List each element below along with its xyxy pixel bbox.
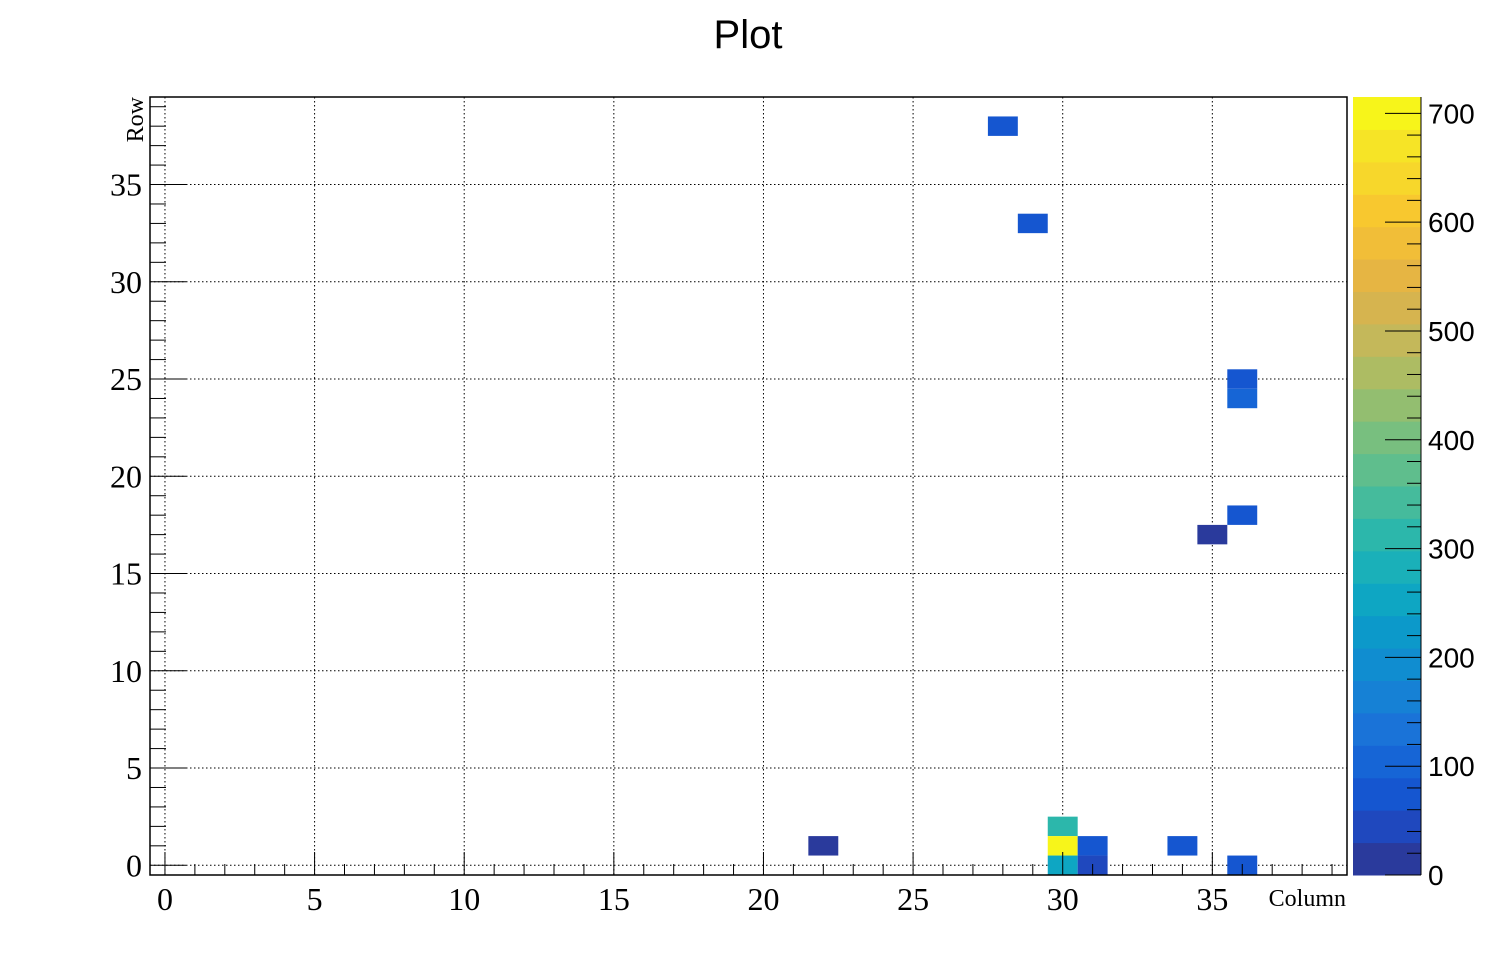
chart-title: Plot — [714, 13, 783, 57]
y-tick-label: 5 — [126, 750, 142, 786]
colorbar: 0 100 200 300 400 500 600 700 — [1353, 97, 1475, 891]
heatmap-cell — [1227, 369, 1258, 389]
x-tick-label: 0 — [157, 881, 173, 917]
colorbar-segment — [1353, 356, 1421, 390]
colorbar-segment — [1353, 291, 1421, 325]
x-tick-label: 15 — [598, 881, 630, 917]
colorbar-segment — [1353, 518, 1421, 552]
y-tick-label: 15 — [110, 556, 142, 592]
colorbar-segment — [1353, 777, 1421, 811]
colorbar-segment — [1353, 129, 1421, 163]
colorbar-segment — [1353, 323, 1421, 357]
x-tick-label: 35 — [1196, 881, 1228, 917]
heatmap-cell — [1227, 388, 1258, 409]
y-tick-label: 20 — [110, 458, 142, 494]
colorbar-segment — [1353, 680, 1421, 714]
heatmap-cell — [1167, 836, 1198, 856]
colorbar-segment — [1353, 550, 1421, 584]
x-tick-label: 30 — [1047, 881, 1079, 917]
heatmap-cell — [1197, 524, 1228, 545]
colorbar-segment — [1353, 421, 1421, 455]
plot-frame — [149, 96, 1348, 876]
colorbar-tick-label: 100 — [1428, 751, 1475, 782]
colorbar-segment — [1353, 810, 1421, 844]
y-axis-label: Row — [123, 96, 149, 142]
colorbar-segment — [1353, 259, 1421, 292]
y-tick-label: 35 — [110, 167, 142, 203]
colorbar-tick-label: 0 — [1428, 860, 1444, 891]
heatmap-cell — [987, 116, 1018, 136]
grid — [150, 97, 1347, 875]
colorbar-tick-label: 200 — [1428, 642, 1475, 673]
y-tick-label: 30 — [110, 264, 142, 300]
heatmap-cell — [1047, 836, 1078, 856]
x-tick-label: 20 — [747, 881, 779, 917]
heatmap-cells — [808, 116, 1258, 875]
x-tick-label: 10 — [448, 881, 480, 917]
y-tick-label: 10 — [110, 653, 142, 689]
heatmap-cell — [1017, 213, 1048, 234]
colorbar-segment — [1353, 648, 1421, 681]
heatmap-cell — [808, 836, 839, 856]
y-tick-label: 25 — [110, 361, 142, 397]
x-tick-label: 5 — [307, 881, 323, 917]
colorbar-segment — [1353, 842, 1421, 876]
colorbar-tick-label: 500 — [1428, 316, 1475, 347]
colorbar-tick-label: 700 — [1428, 98, 1475, 129]
colorbar-segment — [1353, 712, 1421, 746]
colorbar-tick-label: 300 — [1428, 534, 1475, 565]
colorbar-segment — [1353, 388, 1421, 422]
colorbar-tick-label: 400 — [1428, 425, 1475, 456]
y-tick-label: 0 — [126, 847, 142, 883]
heatmap-cell — [1077, 836, 1108, 856]
colorbar-segment — [1353, 486, 1421, 519]
colorbar-tick-label: 600 — [1428, 207, 1475, 238]
colorbar-segment — [1353, 745, 1421, 779]
x-tick-label: 25 — [897, 881, 929, 917]
colorbar-segment — [1353, 583, 1421, 617]
axis-ticks: 0 5 10 15 20 25 30 35 0 5 10 15 20 25 30 35 — [110, 106, 1333, 917]
x-axis-label: Column — [1269, 886, 1346, 912]
heatmap-cell — [1227, 505, 1258, 525]
colorbar-segment — [1353, 226, 1421, 260]
colorbar-segment — [1353, 615, 1421, 649]
colorbar-segment — [1353, 453, 1421, 487]
heatmap-cell — [1047, 816, 1078, 837]
